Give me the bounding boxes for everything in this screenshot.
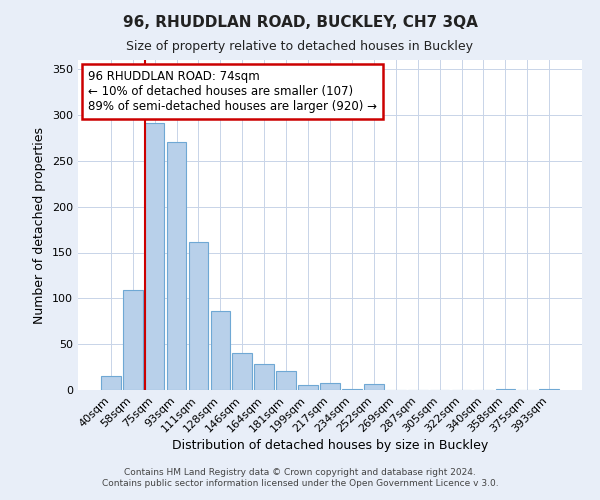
Bar — [496, 389, 515, 390]
Bar — [298, 386, 318, 390]
Bar — [254, 364, 274, 390]
Y-axis label: Number of detached properties: Number of detached properties — [34, 126, 46, 324]
Bar — [145, 123, 164, 390]
Text: Size of property relative to detached houses in Buckley: Size of property relative to detached ho… — [127, 40, 473, 53]
Bar — [539, 389, 559, 390]
Bar — [276, 371, 296, 390]
Bar — [364, 384, 384, 390]
Bar — [232, 354, 252, 390]
Bar — [188, 242, 208, 390]
Bar — [211, 311, 230, 390]
X-axis label: Distribution of detached houses by size in Buckley: Distribution of detached houses by size … — [172, 440, 488, 452]
Text: 96, RHUDDLAN ROAD, BUCKLEY, CH7 3QA: 96, RHUDDLAN ROAD, BUCKLEY, CH7 3QA — [122, 15, 478, 30]
Bar — [101, 376, 121, 390]
Bar — [123, 290, 143, 390]
Bar — [320, 382, 340, 390]
Bar — [342, 389, 362, 390]
Text: 96 RHUDDLAN ROAD: 74sqm
← 10% of detached houses are smaller (107)
89% of semi-d: 96 RHUDDLAN ROAD: 74sqm ← 10% of detache… — [88, 70, 377, 113]
Bar — [167, 142, 187, 390]
Text: Contains HM Land Registry data © Crown copyright and database right 2024.
Contai: Contains HM Land Registry data © Crown c… — [101, 468, 499, 487]
